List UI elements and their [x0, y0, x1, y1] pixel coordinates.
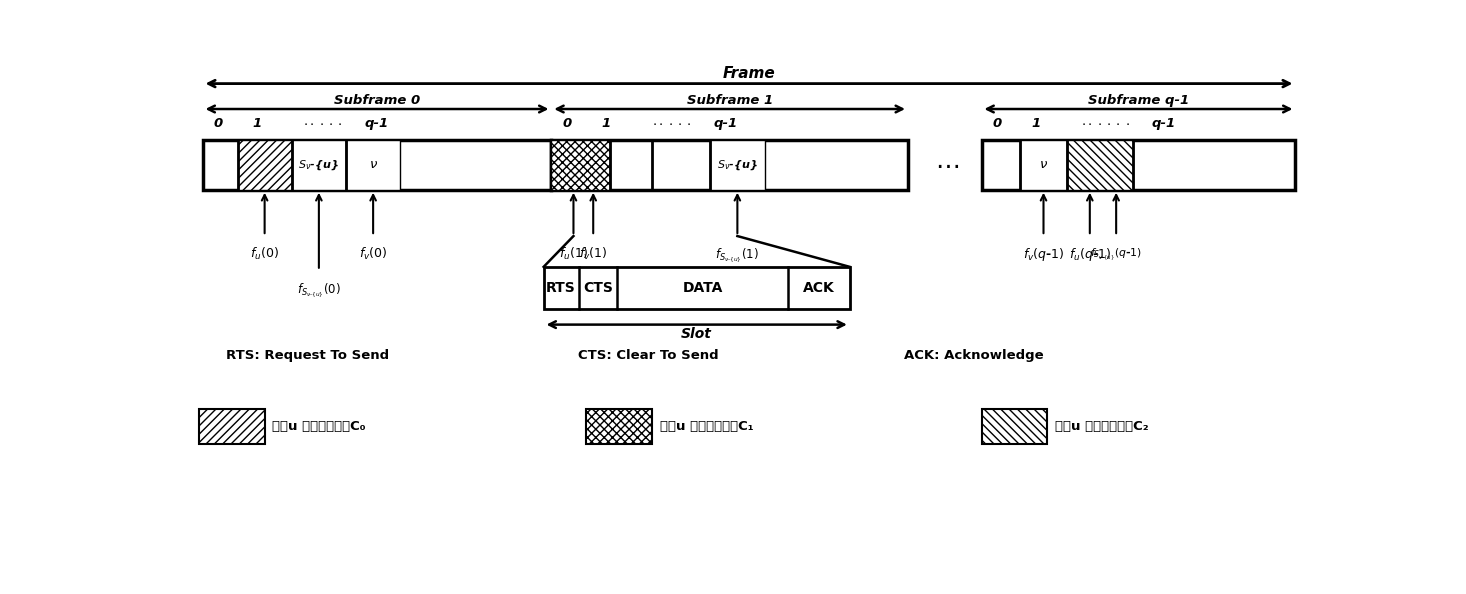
Text: q-1: q-1 — [365, 117, 388, 130]
Text: Subframe q-1: Subframe q-1 — [1088, 94, 1189, 107]
Bar — [982, 409, 1047, 444]
Text: $\cdot\cdot\cdot\cdot\cdot\cdot$: $\cdot\cdot\cdot\cdot\cdot\cdot$ — [1080, 117, 1130, 130]
Text: Subframe 1: Subframe 1 — [686, 94, 773, 107]
Text: $f_u(q$-$1)$: $f_u(q$-$1)$ — [1069, 246, 1111, 263]
Text: $\cdot\cdot\cdot\cdot\cdot$: $\cdot\cdot\cdot\cdot\cdot$ — [303, 117, 343, 130]
Text: 1: 1 — [252, 117, 261, 130]
Bar — [551, 140, 907, 190]
Bar — [1020, 140, 1067, 190]
Text: RTS: RTS — [547, 281, 576, 295]
Text: ACK: Acknowledge: ACK: Acknowledge — [905, 349, 1044, 362]
Text: q-1: q-1 — [714, 117, 737, 130]
Text: CTS: CTS — [583, 281, 613, 295]
Bar — [586, 409, 652, 444]
Text: 0: 0 — [214, 117, 223, 130]
Text: 节点u 的分配子时隙C₁: 节点u 的分配子时隙C₁ — [660, 420, 754, 433]
Bar — [710, 140, 764, 190]
Bar — [199, 409, 265, 444]
Bar — [292, 140, 346, 190]
Bar — [1067, 140, 1133, 190]
Text: 节点u 的分配子时隙C₂: 节点u 的分配子时隙C₂ — [1056, 420, 1149, 433]
Text: $f_v(q$-$1)$: $f_v(q$-$1)$ — [1023, 246, 1064, 263]
Text: $f_{S_{\nu\text{-}\{u\}}}(1)$: $f_{S_{\nu\text{-}\{u\}}}(1)$ — [715, 246, 759, 264]
Text: RTS: Request To Send: RTS: Request To Send — [226, 349, 388, 362]
Text: $S_{\nu}$-{u}: $S_{\nu}$-{u} — [299, 158, 339, 172]
Text: CTS: Clear To Send: CTS: Clear To Send — [578, 349, 718, 362]
Bar — [982, 140, 1296, 190]
Text: DATA: DATA — [682, 281, 723, 295]
Bar — [346, 140, 400, 190]
Bar — [237, 140, 292, 190]
Bar — [544, 267, 850, 309]
Text: $f_v(1)$: $f_v(1)$ — [579, 246, 607, 262]
Text: 0: 0 — [992, 117, 1001, 130]
Text: $\cdots$: $\cdots$ — [935, 153, 959, 177]
Text: 1: 1 — [601, 117, 610, 130]
Text: $S_{\nu}$-{u}: $S_{\nu}$-{u} — [717, 158, 758, 172]
Text: $f_{S_{\nu\text{-}\{u\}}}(q$-$1)$: $f_{S_{\nu\text{-}\{u\}}}(q$-$1)$ — [1091, 246, 1142, 261]
Text: 节点u 的分配子时隙C₀: 节点u 的分配子时隙C₀ — [273, 420, 366, 433]
Text: $\nu$: $\nu$ — [368, 159, 378, 171]
Text: Slot: Slot — [682, 327, 712, 341]
Bar — [202, 140, 551, 190]
Text: 1: 1 — [1031, 117, 1041, 130]
Text: Frame: Frame — [723, 65, 776, 81]
Text: $\nu$: $\nu$ — [1039, 159, 1048, 171]
Bar — [551, 140, 610, 190]
Text: Subframe 0: Subframe 0 — [334, 94, 421, 107]
Text: ACK: ACK — [803, 281, 834, 295]
Text: $f_u(0)$: $f_u(0)$ — [251, 246, 279, 262]
Text: $f_u(1)$: $f_u(1)$ — [559, 246, 588, 262]
Text: $\cdot\cdot\cdot\cdot\cdot$: $\cdot\cdot\cdot\cdot\cdot$ — [652, 117, 692, 130]
Text: $f_v(0)$: $f_v(0)$ — [359, 246, 387, 262]
Text: $f_{S_{\nu\text{-}\{u\}}}(0)$: $f_{S_{\nu\text{-}\{u\}}}(0)$ — [298, 281, 340, 299]
Text: q-1: q-1 — [1151, 117, 1176, 130]
Text: 0: 0 — [563, 117, 572, 130]
